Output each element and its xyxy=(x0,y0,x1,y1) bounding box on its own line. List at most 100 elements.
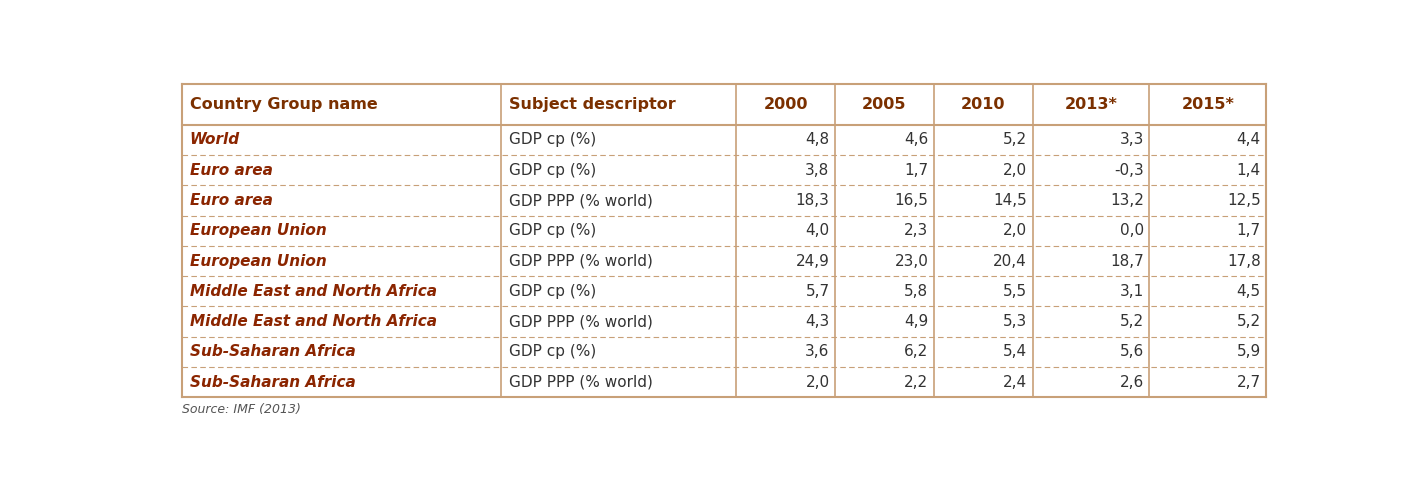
Text: 4,5: 4,5 xyxy=(1236,284,1260,299)
Bar xyxy=(736,246,835,276)
Text: 5,2: 5,2 xyxy=(1119,314,1145,329)
Bar xyxy=(1033,84,1149,125)
Text: 0,0: 0,0 xyxy=(1119,223,1145,238)
Bar xyxy=(182,155,502,185)
Text: Euro area: Euro area xyxy=(189,163,273,178)
Bar xyxy=(1033,155,1149,185)
Text: 4,0: 4,0 xyxy=(805,223,829,238)
Bar xyxy=(182,246,502,276)
Bar xyxy=(182,306,502,337)
Text: 18,7: 18,7 xyxy=(1111,254,1145,269)
Bar xyxy=(835,276,934,306)
Text: 13,2: 13,2 xyxy=(1111,193,1145,208)
Text: 2000: 2000 xyxy=(763,97,808,112)
Bar xyxy=(736,216,835,246)
Bar xyxy=(1033,216,1149,246)
Text: 4,4: 4,4 xyxy=(1236,133,1260,148)
Text: 3,8: 3,8 xyxy=(805,163,829,178)
Text: 18,3: 18,3 xyxy=(796,193,829,208)
Bar xyxy=(182,84,1266,397)
Text: Middle East and North Africa: Middle East and North Africa xyxy=(189,314,437,329)
Text: Sub-Saharan Africa: Sub-Saharan Africa xyxy=(189,344,356,359)
Text: 3,1: 3,1 xyxy=(1119,284,1145,299)
Text: 3,6: 3,6 xyxy=(805,344,829,359)
Text: 5,7: 5,7 xyxy=(805,284,829,299)
Text: GDP PPP (% world): GDP PPP (% world) xyxy=(509,193,653,208)
Text: GDP cp (%): GDP cp (%) xyxy=(509,344,596,359)
Text: 2,7: 2,7 xyxy=(1236,375,1260,390)
Bar xyxy=(182,276,502,306)
Bar xyxy=(736,185,835,216)
Bar xyxy=(934,155,1033,185)
Text: 1,7: 1,7 xyxy=(904,163,928,178)
Bar xyxy=(1033,125,1149,155)
Bar xyxy=(736,84,835,125)
Bar xyxy=(934,306,1033,337)
Text: Euro area: Euro area xyxy=(189,193,273,208)
Bar xyxy=(1033,306,1149,337)
Bar xyxy=(736,306,835,337)
Text: GDP cp (%): GDP cp (%) xyxy=(509,163,596,178)
Bar xyxy=(934,276,1033,306)
Text: Middle East and North Africa: Middle East and North Africa xyxy=(189,284,437,299)
Bar xyxy=(934,125,1033,155)
Bar xyxy=(1149,246,1266,276)
Bar xyxy=(934,367,1033,397)
Text: 4,8: 4,8 xyxy=(805,133,829,148)
Bar xyxy=(1033,276,1149,306)
Bar xyxy=(1149,216,1266,246)
Bar xyxy=(736,125,835,155)
Text: 2005: 2005 xyxy=(862,97,907,112)
Bar xyxy=(1149,337,1266,367)
Bar xyxy=(1149,367,1266,397)
Bar xyxy=(502,337,736,367)
Text: 1,4: 1,4 xyxy=(1236,163,1260,178)
Text: 4,6: 4,6 xyxy=(904,133,928,148)
Bar xyxy=(835,216,934,246)
Text: GDP PPP (% world): GDP PPP (% world) xyxy=(509,254,653,269)
Bar xyxy=(1149,125,1266,155)
Text: 2,0: 2,0 xyxy=(1003,163,1027,178)
Text: European Union: European Union xyxy=(189,223,326,238)
Text: 2010: 2010 xyxy=(961,97,1006,112)
Text: 4,9: 4,9 xyxy=(904,314,928,329)
Bar xyxy=(736,337,835,367)
Text: -0,3: -0,3 xyxy=(1115,163,1145,178)
Bar xyxy=(182,337,502,367)
Text: 2,0: 2,0 xyxy=(805,375,829,390)
Bar xyxy=(182,185,502,216)
Text: 14,5: 14,5 xyxy=(993,193,1027,208)
Bar xyxy=(835,84,934,125)
Text: 16,5: 16,5 xyxy=(894,193,928,208)
Text: 5,5: 5,5 xyxy=(1003,284,1027,299)
Bar xyxy=(1149,276,1266,306)
Text: GDP PPP (% world): GDP PPP (% world) xyxy=(509,375,653,390)
Bar xyxy=(835,337,934,367)
Text: 6,2: 6,2 xyxy=(904,344,928,359)
Text: 4,3: 4,3 xyxy=(805,314,829,329)
Bar xyxy=(182,125,502,155)
Text: 12,5: 12,5 xyxy=(1226,193,1260,208)
Text: GDP cp (%): GDP cp (%) xyxy=(509,133,596,148)
Text: 2,0: 2,0 xyxy=(1003,223,1027,238)
Bar xyxy=(736,155,835,185)
Bar xyxy=(835,246,934,276)
Text: 5,8: 5,8 xyxy=(904,284,928,299)
Text: 2,2: 2,2 xyxy=(904,375,928,390)
Bar xyxy=(1149,306,1266,337)
Bar xyxy=(835,367,934,397)
Bar xyxy=(934,84,1033,125)
Bar xyxy=(182,84,502,125)
Bar xyxy=(182,216,502,246)
Text: 5,4: 5,4 xyxy=(1003,344,1027,359)
Bar xyxy=(835,185,934,216)
Bar xyxy=(736,367,835,397)
Text: 24,9: 24,9 xyxy=(796,254,829,269)
Text: 17,8: 17,8 xyxy=(1226,254,1260,269)
Text: 5,2: 5,2 xyxy=(1236,314,1260,329)
Text: 5,6: 5,6 xyxy=(1119,344,1145,359)
Text: 23,0: 23,0 xyxy=(894,254,928,269)
Bar xyxy=(835,306,934,337)
Text: 1,7: 1,7 xyxy=(1236,223,1260,238)
Bar xyxy=(736,276,835,306)
